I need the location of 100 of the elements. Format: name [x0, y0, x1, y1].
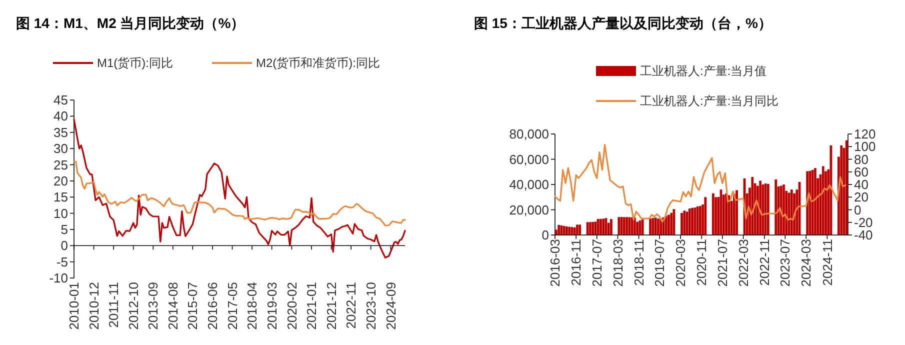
y2-tick-label: 100 — [854, 139, 876, 154]
line-series — [73, 118, 406, 258]
bar — [811, 170, 814, 235]
x-tick-label: 2018-04 — [244, 282, 260, 330]
y-tick-label: 15 — [54, 190, 68, 205]
bar — [586, 222, 589, 235]
y2-tick-label: -20 — [854, 214, 873, 230]
bar — [610, 219, 612, 235]
bar — [573, 227, 576, 235]
bar — [712, 193, 714, 235]
bar — [751, 176, 754, 235]
y-tick-label: 10 — [54, 206, 68, 221]
x-tick-label: 2021-07 — [714, 239, 730, 287]
y2-tick-label: 120 — [854, 126, 876, 142]
bar — [654, 218, 657, 235]
x-tick-label: 2020-11 — [694, 239, 710, 286]
y-tick-label: 20 — [54, 173, 68, 188]
y-tick-label: 25 — [54, 157, 68, 172]
y-tick-label: -10 — [49, 270, 68, 286]
bar — [733, 194, 736, 235]
bar — [657, 218, 660, 235]
x-tick-label: 2020-03 — [673, 239, 688, 287]
x-tick-label: 2019-07 — [652, 239, 668, 287]
x-tick-label: 2016-03 — [548, 239, 563, 287]
bar — [618, 217, 620, 235]
bar — [592, 222, 594, 235]
x-tick-label: 2018-03 — [610, 239, 626, 287]
bar — [814, 168, 816, 235]
y-tick-label: 5 — [60, 222, 68, 238]
x-tick-label: 2011-11 — [106, 282, 122, 328]
x-tick-label: 2022-11 — [756, 239, 772, 286]
x-tick-label: 2024-09 — [383, 282, 398, 330]
x-tick-label: 2014-08 — [165, 282, 180, 330]
y-tick-label: -5 — [56, 254, 68, 270]
bar — [714, 197, 717, 235]
y2-tick-label: 60 — [854, 164, 868, 180]
x-tick-label: 2017-05 — [224, 282, 240, 330]
x-tick-label: 2015-07 — [185, 282, 200, 330]
bar — [622, 217, 626, 235]
bar — [683, 210, 686, 235]
legend-label: M2(货币和准货币):同比 — [256, 56, 380, 70]
bar — [670, 212, 672, 235]
y2-tick-label: 40 — [854, 177, 868, 192]
bar — [668, 214, 670, 235]
bar — [698, 206, 702, 235]
bar — [736, 190, 738, 235]
bar — [600, 218, 602, 235]
bar — [822, 166, 824, 235]
y-tick-label: 80,000 — [509, 126, 549, 142]
y-tick-label: 35 — [54, 124, 68, 140]
bar — [766, 184, 770, 235]
bar — [578, 224, 582, 235]
bar — [626, 217, 628, 235]
bar — [589, 222, 592, 235]
y-tick-label: 45 — [54, 92, 68, 108]
x-tick-label: 2019-03 — [264, 282, 280, 330]
x-tick-label: 2017-07 — [589, 239, 604, 287]
bar — [628, 217, 631, 235]
x-tick-label: 2021-01 — [304, 282, 320, 330]
x-tick-label: 2012-10 — [126, 282, 141, 330]
bar — [790, 190, 793, 235]
bar — [596, 218, 600, 235]
bar — [725, 193, 728, 235]
bar — [691, 208, 694, 235]
line-series — [554, 144, 846, 223]
legend-label: M1(货币):同比 — [97, 56, 173, 70]
x-tick-label: 2023-07 — [778, 239, 793, 287]
y-tick-label: 30 — [54, 141, 68, 156]
bar — [558, 224, 560, 235]
chart-title: 图 14：M1、M2 当月同比变动（%） — [16, 15, 245, 31]
bar — [641, 219, 644, 235]
bar — [576, 224, 578, 235]
x-tick-label: 2022-11 — [344, 282, 359, 329]
x-tick-label: 2013-09 — [146, 282, 161, 330]
x-tick-label: 2024-11 — [820, 239, 835, 286]
x-tick-label: 2023-10 — [363, 282, 378, 330]
bar — [568, 226, 571, 235]
y-tick-label: 60,000 — [509, 152, 549, 167]
bar — [636, 222, 639, 235]
chart-title: 图 15：工业机器人产量以及同比变动（台，%） — [474, 15, 772, 31]
bar — [680, 212, 683, 235]
bar — [759, 180, 762, 235]
bar — [602, 218, 605, 235]
y2-tick-label: 20 — [854, 190, 868, 205]
x-tick-label: 2016-11 — [568, 239, 584, 286]
x-tick-label: 2022-03 — [736, 239, 751, 287]
x-tick-label: 2016-06 — [205, 282, 220, 330]
y2-tick-label: 0 — [854, 202, 862, 218]
bar — [688, 208, 691, 235]
bar — [704, 197, 707, 235]
legend-label: 工业机器人:产量:当月同比 — [640, 94, 779, 108]
y-tick-label: 40,000 — [509, 177, 549, 192]
y2-tick-label: -40 — [854, 228, 873, 243]
bar — [634, 218, 636, 235]
legend-label: 工业机器人:产量:当月值 — [640, 64, 767, 78]
x-tick-label: 2010-01 — [66, 282, 82, 330]
bar — [762, 184, 764, 235]
bar — [565, 226, 568, 235]
y-tick-label: 0 — [542, 228, 549, 243]
bar — [630, 217, 634, 235]
